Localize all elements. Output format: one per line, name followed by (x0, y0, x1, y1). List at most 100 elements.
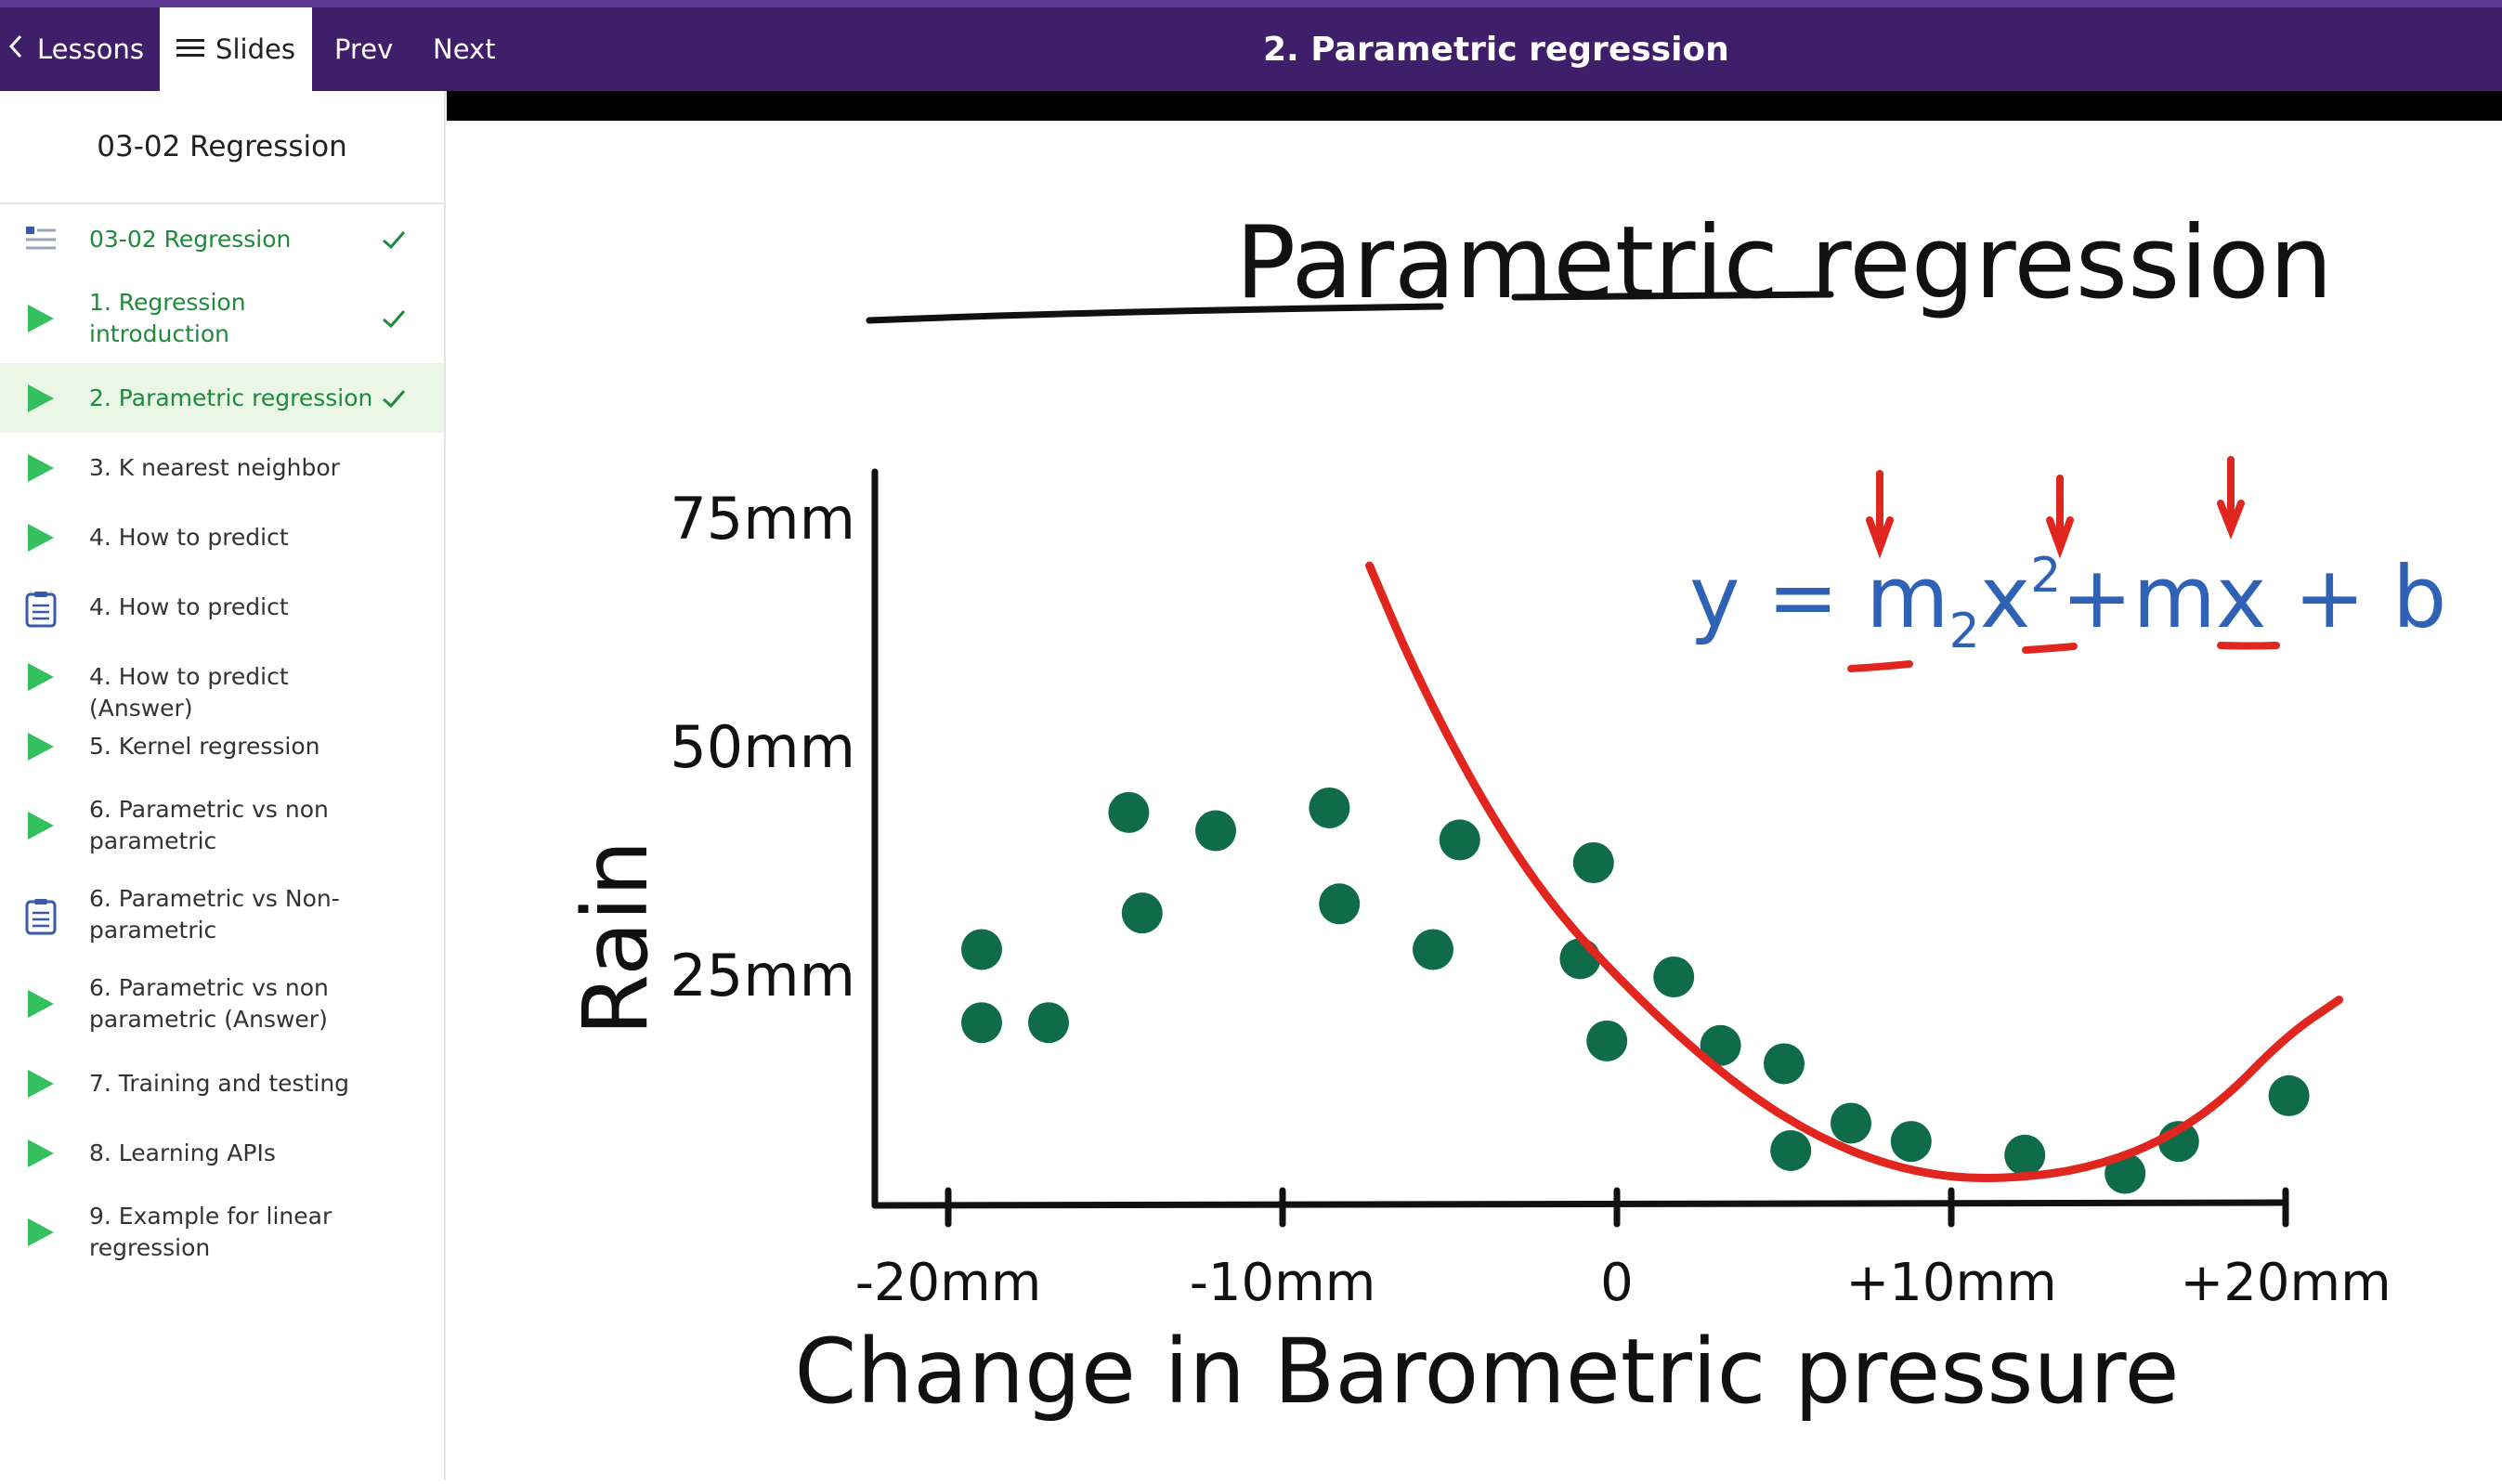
data-point (1319, 883, 1361, 925)
sidebar-item[interactable]: 6. Parametric vs Non-parametric (0, 870, 444, 959)
x-tick-label: +20mm (2180, 1253, 2391, 1313)
sidebar-item-label-line: 4. How to predict (89, 592, 289, 620)
prev-button[interactable]: Prev (334, 7, 393, 91)
slide-canvas: Parametric regression -20mm -10mm 0 +10mm +2… (447, 121, 2502, 1480)
sidebar-item[interactable]: 9. Example for linear regression (0, 1188, 444, 1277)
play-icon (24, 1067, 58, 1104)
x-axis (871, 1199, 2289, 1209)
sidebar-item-label: 7. Training and testing (89, 1068, 386, 1100)
data-point (1028, 1002, 1069, 1044)
sidebar-item-label-line: 1. Regression (89, 289, 246, 316)
list-icon (24, 223, 58, 260)
data-point (1700, 1024, 1741, 1066)
data-point (1439, 819, 1480, 861)
arrow-down-icon (2217, 456, 2245, 540)
equation: y = m2x2+mx + b (1689, 548, 2446, 659)
eq-x: x (2216, 548, 2266, 647)
sidebar-item[interactable]: 7. Training and testing (0, 1048, 444, 1118)
sidebar-item-label-line: 2. Parametric regression (89, 384, 373, 411)
data-point (2004, 1134, 2046, 1176)
next-button[interactable]: Next (433, 7, 496, 91)
sidebar-item[interactable]: 8. Learning APIs (0, 1118, 444, 1188)
sidebar-item-label-line: 7. Training and testing (89, 1069, 350, 1097)
data-point (1413, 929, 1453, 970)
sidebar-item-label: 4. How to predict (Answer) (89, 661, 386, 724)
eq-sub2: 2 (1949, 604, 1980, 659)
sidebar-item[interactable]: 6. Parametric vs non parametric (Answer) (0, 959, 444, 1048)
eq-m2: m (1866, 548, 1949, 647)
m-underline (2022, 643, 2078, 654)
quiz-icon (24, 591, 58, 631)
sidebar-item-label: 6. Parametric vs non parametric (Answer) (89, 972, 386, 1035)
sidebar-item[interactable]: 6. Parametric vs non parametric (0, 781, 444, 870)
sidebar: 03-02 Regression 03-02 Regression 1. Regr… (0, 91, 446, 1480)
sidebar-item[interactable]: 1. Regression introduction (0, 274, 444, 363)
data-point (1586, 1020, 1628, 1061)
play-icon (24, 660, 58, 697)
sidebar-item-label-line: parametric (89, 917, 217, 944)
data-point (961, 1002, 1002, 1044)
quiz-icon (24, 898, 58, 939)
eq-plus1: + (2061, 548, 2132, 647)
sidebar-item-label: 4. How to predict (89, 592, 386, 623)
play-icon (24, 382, 58, 419)
sidebar-item-label-line: introduction (89, 320, 229, 347)
x-tick-label: -20mm (855, 1253, 1042, 1313)
sidebar-item[interactable]: 4. How to predict (Answer) (0, 642, 444, 722)
x-tick-label: 0 (1600, 1253, 1634, 1313)
check-icon (381, 306, 407, 335)
sidebar-item-label-line: 4. How to predict (89, 523, 289, 551)
x-axis-label: Change in Barometric pressure (794, 1320, 2179, 1424)
y-axis-label: Rain (564, 840, 668, 1036)
arrow-down-icon (1866, 470, 1894, 559)
sidebar-item-label-line: 4. How to predict (Answer) (89, 662, 289, 722)
sidebar-item[interactable]: 2. Parametric regression (0, 363, 444, 433)
m2-underline (1847, 660, 1913, 672)
eq-m: m (2132, 548, 2216, 647)
fit-curve (1365, 561, 2344, 1182)
sidebar-item-label-line: 6. Parametric vs Non- (89, 885, 340, 912)
data-point (1572, 842, 1614, 883)
sidebar-item[interactable]: 5. Kernel regression (0, 711, 444, 781)
data-point (1121, 892, 1163, 934)
sidebar-item-label-line: 03-02 Regression (89, 225, 292, 253)
sidebar-item-label: 8. Learning APIs (89, 1138, 386, 1169)
arrow-down-icon (2046, 475, 2074, 559)
sidebar-item-label-line: 6. Parametric vs non (89, 796, 329, 823)
y-tick-label: 75mm (670, 485, 855, 553)
slide-top-strip (447, 91, 2502, 121)
sidebar-item[interactable]: 03-02 Regression (0, 204, 444, 274)
data-point (1764, 1043, 1805, 1085)
data-point (2105, 1152, 2146, 1194)
lessons-button[interactable]: Lessons (0, 7, 158, 91)
data-point (1831, 1102, 1871, 1144)
slides-label: Slides (215, 33, 295, 65)
sidebar-item-label: 3. K nearest neighbor (89, 452, 386, 484)
sidebar-item-label: 4. How to predict (89, 522, 386, 553)
sidebar-item-label-line: parametric (89, 827, 217, 854)
sidebar-item[interactable]: 4. How to predict (0, 502, 444, 572)
play-icon (24, 987, 58, 1024)
x-tick-label: +10mm (1845, 1253, 2056, 1313)
svg-text:y = m2x2+mx + b: y = m2x2+mx + b (1689, 548, 2446, 659)
x-tick-label: -10mm (1190, 1253, 1376, 1313)
sidebar-item[interactable]: 4. How to predict (0, 572, 444, 642)
sidebar-item-label-line: regression (89, 1234, 211, 1261)
data-point (1195, 810, 1236, 852)
sidebar-item-label: 5. Kernel regression (89, 731, 386, 762)
sidebar-item-label-line: 3. K nearest neighbor (89, 453, 340, 481)
slides-tab[interactable]: Slides (160, 7, 312, 91)
next-label: Next (433, 33, 496, 65)
play-icon (24, 451, 58, 488)
eq-b: b (2392, 548, 2446, 647)
eq-plus2: + (2266, 548, 2392, 647)
y-tick-label: 25mm (670, 942, 855, 1009)
sidebar-item-label: 2. Parametric regression (89, 383, 386, 414)
data-point (1108, 791, 1150, 833)
sidebar-item[interactable]: 3. K nearest neighbor (0, 433, 444, 502)
data-point (1559, 938, 1601, 980)
data-point (1653, 957, 1695, 997)
page-title: 2. Parametric regression (1263, 30, 1729, 69)
lessons-label: Lessons (37, 33, 144, 65)
data-point (961, 929, 1002, 970)
